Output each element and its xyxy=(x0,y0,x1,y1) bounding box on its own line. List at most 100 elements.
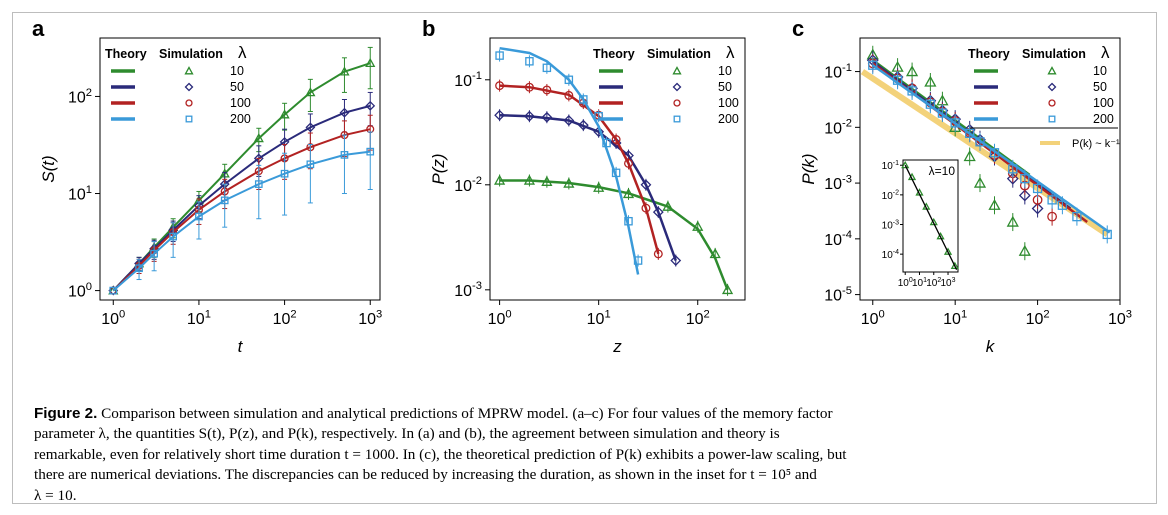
triangle-marker xyxy=(1018,244,1031,256)
theory-line xyxy=(112,128,371,292)
circle-marker xyxy=(495,81,505,91)
x-tick-label: 103 xyxy=(358,308,382,328)
series-50 xyxy=(494,109,682,267)
square-marker xyxy=(907,86,917,96)
chart-panel-c: 100 101 102 10310-510-410-310-210-1kP(k)cTh… xyxy=(792,16,1132,356)
triangle-marker xyxy=(672,66,682,75)
circle-marker xyxy=(611,135,621,144)
square-marker xyxy=(1102,229,1112,240)
y-tick-label: 10-3 xyxy=(824,173,852,193)
x-tick-label: 102 xyxy=(1026,308,1050,328)
triangle-marker xyxy=(988,198,1001,210)
inset-theory-line xyxy=(904,164,958,270)
legend: Theory Simulation λ 10 50 100 200 xyxy=(593,43,739,126)
y-axis-label: P(k) xyxy=(799,153,818,184)
caption-line-2: parameter λ, the quantities S(t), P(z), … xyxy=(34,425,780,443)
x-tick-label: 102 xyxy=(686,308,710,328)
y-tick-label: 10-1 xyxy=(454,70,482,90)
square-marker xyxy=(594,111,603,121)
triangle-marker xyxy=(950,261,959,269)
square-marker xyxy=(150,249,158,258)
triangle-marker xyxy=(253,133,264,143)
triangle-marker xyxy=(493,174,506,185)
triangle-marker xyxy=(721,283,734,295)
inset-y-tick-label: 10-1 xyxy=(882,160,899,172)
diamond-marker xyxy=(652,206,664,218)
triangle-marker xyxy=(901,160,910,169)
chart-panel-b: 100 101 102 10-3 10-2 10-1 z P(z) b Theory Simulat… xyxy=(422,16,746,356)
caption-label: Figure 2. xyxy=(34,405,98,422)
square-marker xyxy=(1020,174,1030,184)
circle-marker xyxy=(542,85,552,95)
circle-marker xyxy=(524,82,534,92)
square-marker xyxy=(950,118,960,128)
x-axis-label: z xyxy=(612,337,622,356)
inset-label: λ=10 xyxy=(929,164,956,178)
circle-marker xyxy=(673,99,681,107)
legend-series-name: 50 xyxy=(230,80,244,94)
legend-lambda-header: λ xyxy=(726,43,735,62)
square-marker xyxy=(892,75,903,85)
triangle-marker xyxy=(662,200,674,211)
figure-frame xyxy=(12,12,1157,504)
series-10 xyxy=(493,174,734,296)
panel-label: c xyxy=(792,16,804,41)
triangle-marker xyxy=(184,66,194,75)
legend-theory-header: Theory xyxy=(968,47,1010,61)
triangle-marker xyxy=(305,87,316,97)
square-marker xyxy=(989,148,1000,158)
circle-marker xyxy=(641,203,651,213)
legend-simulation-header: Simulation xyxy=(647,47,711,61)
diamond-marker xyxy=(184,82,194,92)
series-200 xyxy=(868,56,1112,244)
circle-marker xyxy=(624,158,633,168)
square-marker xyxy=(925,99,936,109)
panel-label: b xyxy=(422,16,435,41)
triangle-marker xyxy=(563,177,575,188)
triangle-marker xyxy=(365,57,376,68)
y-axis-label: S(t) xyxy=(39,155,58,182)
diamond-marker xyxy=(1006,172,1019,185)
legend-series-name: 100 xyxy=(230,96,251,110)
triangle-marker xyxy=(943,247,953,255)
chart-panel-a: 100 101 102 103 100 101 102 t S(t) a Theory Simulat… xyxy=(32,16,382,356)
diamond-marker xyxy=(339,107,350,118)
square-marker xyxy=(1048,115,1056,123)
square-marker xyxy=(1032,183,1043,194)
triangle-marker xyxy=(523,174,536,185)
legend-series-name: 200 xyxy=(718,112,739,126)
triangle-marker xyxy=(963,150,976,162)
y-tick-label: 10-2 xyxy=(454,175,482,195)
circle-marker xyxy=(185,99,193,107)
x-tick-label: 100 xyxy=(488,308,512,328)
x-tick-label: 102 xyxy=(273,308,297,328)
diamond-marker xyxy=(365,100,376,111)
square-marker xyxy=(169,232,177,241)
square-marker xyxy=(1057,200,1068,210)
inset-x-tick-label: 101 xyxy=(912,277,927,289)
legend-series-name: 50 xyxy=(1093,80,1107,94)
square-marker xyxy=(602,138,611,148)
panel-label: a xyxy=(32,16,45,41)
diamond-marker xyxy=(305,122,316,133)
square-marker xyxy=(254,180,263,188)
legend-series-name: 100 xyxy=(1093,96,1114,110)
square-marker xyxy=(135,264,143,273)
legend-series-name: 200 xyxy=(1093,112,1114,126)
inset-panel: 100 101 102 103 10-4 10-3 10-2 10-1 λ=10 xyxy=(882,159,959,289)
y-axis-label: P(z) xyxy=(429,153,448,184)
square-marker xyxy=(280,169,289,178)
legend-simulation-header: Simulation xyxy=(159,47,223,61)
diamond-marker xyxy=(1031,202,1044,215)
square-marker xyxy=(220,196,229,205)
triangle-marker xyxy=(541,175,553,186)
legend-series-name: 200 xyxy=(230,112,251,126)
square-marker xyxy=(564,75,574,85)
triangle-marker xyxy=(1047,66,1057,75)
legend-series-name: 10 xyxy=(1093,64,1107,78)
diamond-marker xyxy=(1018,189,1031,202)
diamond-marker xyxy=(1047,82,1057,92)
triangle-marker xyxy=(1006,215,1019,227)
square-marker xyxy=(306,160,315,169)
square-marker xyxy=(1047,195,1057,205)
